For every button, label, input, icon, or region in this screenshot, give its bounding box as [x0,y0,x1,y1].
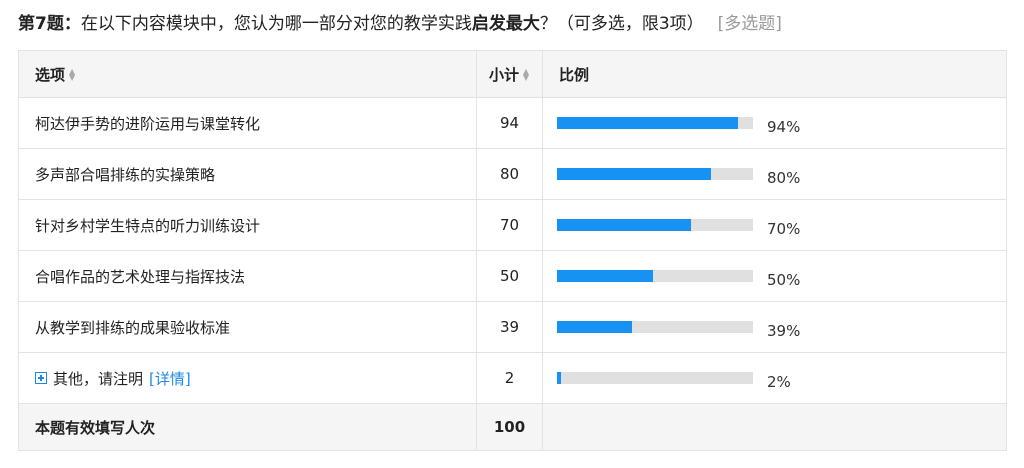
option-label: 合唱作品的艺术处理与指挥技法 [18,250,477,302]
option-count: 39 [476,301,543,353]
question-emphasis: 启发最大 [471,14,540,34]
table-row-other: 其他，请注明 [详情] 2 2% [18,352,1007,404]
ratio-cell: 80% [542,148,1007,200]
progress-fill [557,270,654,282]
footer-label: 本题有效填写人次 [18,403,477,451]
ratio-cell: 94% [542,97,1007,149]
table-row: 针对乡村学生特点的听力训练设计 70 70% [18,199,1007,251]
percent-label: 70% [767,220,801,238]
progress-bar [557,372,753,384]
question-number: 第7题： [18,14,81,34]
option-count: 2 [476,352,543,404]
option-label: 针对乡村学生特点的听力训练设计 [18,199,477,251]
option-count: 94 [476,97,543,149]
question-title: 第7题：在以下内容模块中，您认为哪一部分对您的教学实践启发最大？（可多选，限3项… [18,10,782,38]
progress-bar [557,321,753,333]
footer-count: 100 [476,403,543,451]
table-row: 柯达伊手势的进阶运用与课堂转化 94 94% [18,97,1007,149]
option-count: 70 [476,199,543,251]
sort-icon[interactable]: ▲ ▼ [522,67,530,82]
expand-plus-icon[interactable] [35,372,47,384]
question-text: 在以下内容模块中，您认为哪一部分对您的教学实践 [80,14,472,34]
option-label: 柯达伊手势的进阶运用与课堂转化 [18,97,477,149]
option-count: 80 [476,148,543,200]
progress-bar [557,117,753,129]
table-row: 多声部合唱排练的实操策略 80 80% [18,148,1007,200]
progress-fill [557,117,738,129]
footer-empty [542,403,1007,451]
table-footer-row: 本题有效填写人次 100 [18,403,1007,451]
results-table: 选项 ▲ ▼ 小计 ▲ ▼ 比例 柯达伊手势的进阶运用与课堂转化 94 94% 多声部合… [18,50,1007,451]
progress-fill [557,321,632,333]
option-label-other: 其他，请注明 [详情] [18,352,477,404]
progress-bar [557,219,753,231]
percent-label: 80% [767,169,801,187]
other-label: 其他，请注明 [53,369,144,388]
question-type-tag: [多选题] [717,14,782,34]
header-ratio: 比例 [542,50,1007,98]
progress-fill [557,219,692,231]
percent-label: 39% [767,322,801,340]
header-count[interactable]: 小计 ▲ ▼ [476,50,543,98]
ratio-cell: 39% [542,301,1007,353]
progress-bar [557,270,753,282]
percent-label: 50% [767,271,801,289]
table-row: 从教学到排练的成果验收标准 39 39% [18,301,1007,353]
detail-link[interactable]: [详情] [149,369,191,388]
ratio-cell: 70% [542,199,1007,251]
progress-bar [557,168,753,180]
percent-label: 94% [767,118,801,136]
option-count: 50 [476,250,543,302]
table-row: 合唱作品的艺术处理与指挥技法 50 50% [18,250,1007,302]
table-header-row: 选项 ▲ ▼ 小计 ▲ ▼ 比例 [18,50,1007,98]
option-label: 多声部合唱排练的实操策略 [18,148,477,200]
ratio-cell: 50% [542,250,1007,302]
percent-label: 2% [767,373,791,391]
option-label: 从教学到排练的成果验收标准 [18,301,477,353]
sort-icon[interactable]: ▲ ▼ [68,67,76,82]
progress-fill [557,168,711,180]
question-suffix: ？（可多选，限3项） [539,14,704,34]
ratio-cell: 2% [542,352,1007,404]
header-option[interactable]: 选项 ▲ ▼ [18,50,477,98]
progress-fill [557,372,561,384]
